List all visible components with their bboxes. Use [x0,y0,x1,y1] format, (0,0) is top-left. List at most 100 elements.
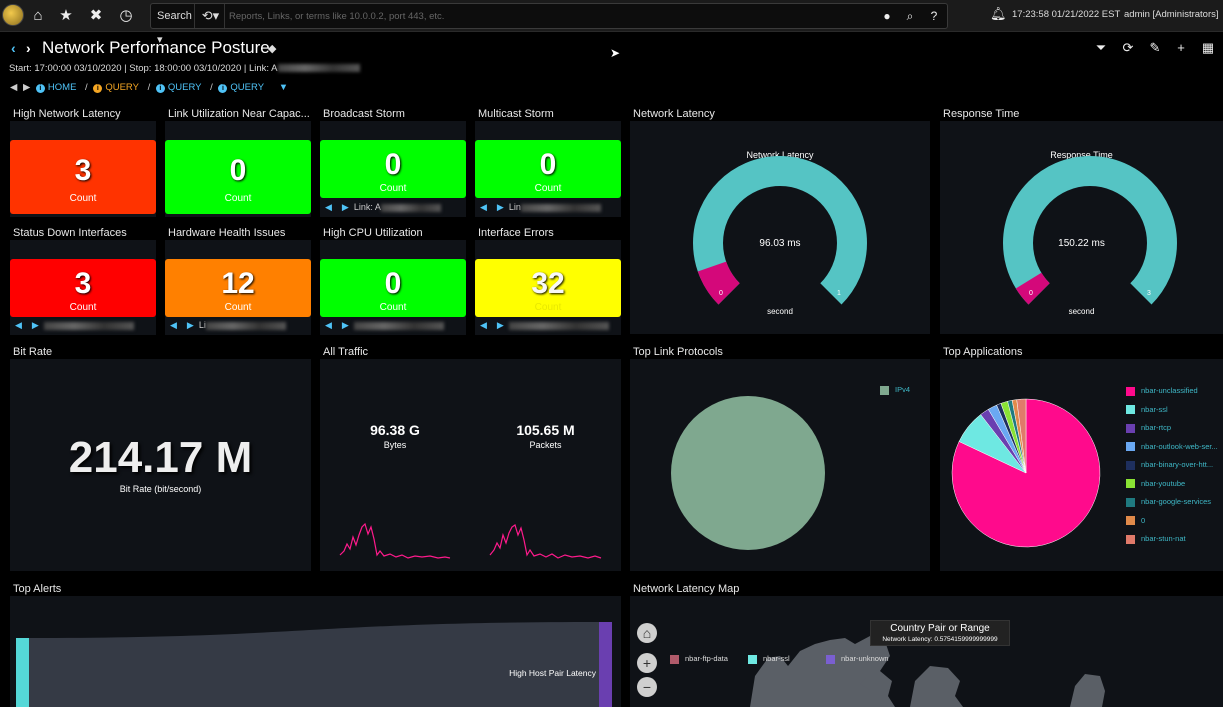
gauge-unit: second [1068,307,1095,316]
latency-map-panel[interactable]: ⌂ + − nbar-ftp-data nbar-ssl nbar-unknow… [630,596,1223,707]
top-alerts-panel[interactable]: High Host Pair Latency [10,596,621,707]
tile-title: Status Down Interfaces [13,227,127,239]
bit-rate-panel[interactable]: 214.17 M Bit Rate (bit/second) [10,359,311,571]
legend-item[interactable]: nbar-stun-nat [1126,534,1186,544]
pager-next-icon[interactable]: ▶ [186,320,194,330]
pager-next-icon[interactable]: ▶ [496,202,504,212]
map-legend-item[interactable]: nbar-ftp-data [670,654,728,664]
pager-prev-icon[interactable]: ◀ [170,320,177,330]
legend-item[interactable]: nbar-rtcp [1126,423,1171,433]
legend-item[interactable]: nbar-ssl [1126,405,1168,415]
search-dropdown-button[interactable]: Search ▾ [151,4,195,46]
filter-icon[interactable]: ⏷ [1095,40,1107,55]
metric-tile-link-utilization[interactable]: 0 Count [165,140,311,214]
legend-swatch [880,385,889,395]
pager-prev-icon[interactable]: ◀ [325,202,332,212]
breadcrumb-query-1[interactable]: i QUERY [93,82,142,93]
search-input[interactable] [229,6,869,26]
metric-tile-hardware-health[interactable]: 12 Count [165,259,311,317]
tile-label: Count [534,183,562,194]
search-bar: Search ▾ ⟲▾ ● ⌕ ? [150,3,948,46]
redacted-link [205,321,286,330]
metric-tile-interface-errors[interactable]: 32 Count [475,259,621,317]
pie-slice-ipv4[interactable] [671,396,825,550]
gauge-chart [1003,156,1177,305]
legend-item[interactable]: nbar-unclassified [1126,386,1198,396]
clock-icon[interactable]: ◷ [119,7,133,24]
pager-label: Li [198,320,206,330]
metric-tile-status-down[interactable]: 3 Count [10,259,156,317]
clock-text: 17:23:58 01/21/2022 EST [1012,9,1121,20]
bit-rate-label: Bit Rate (bit/second) [119,484,202,494]
legend-item[interactable]: 0 [1126,516,1145,526]
legend-label: IPv4 [895,385,911,394]
pin-icon[interactable]: ✎ [1149,40,1161,55]
metric-tile-broadcast-storm[interactable]: 0 Count [320,140,466,198]
breadcrumb-back-icon[interactable]: ◀ [10,82,18,93]
map-tooltip: Country Pair or Range Network Latency: 0… [870,620,1010,646]
pager-prev-icon[interactable]: ◀ [480,320,487,330]
map-legend-item[interactable]: nbar-ssl [748,654,790,664]
legend-item[interactable]: nbar-youtube [1126,479,1185,489]
help-icon[interactable]: ? [930,9,938,23]
pie-slice-nbar-stun-nat[interactable] [1016,398,1027,474]
all-traffic-panel[interactable]: 96.38 G Bytes 105.65 M Packets [320,359,621,571]
bytes-value: 96.38 G [370,422,420,438]
map-legend-item[interactable]: nbar-unknown [826,654,889,664]
app-logo[interactable] [2,4,24,26]
bytes-label: Bytes [383,440,407,450]
pager-next-icon[interactable]: ▶ [341,320,349,330]
legend-label: nbar-ftp-data [685,654,728,663]
star-icon[interactable]: ★ [59,7,73,24]
tools-icon[interactable]: ✖ [89,7,103,24]
tag-icon[interactable]: ◆ [268,43,277,55]
protocols-panel[interactable]: IPv4 [630,359,930,571]
search-icon[interactable]: ⌕ [906,9,914,23]
zoom-out-button[interactable]: − [637,677,657,697]
sankey-target-node[interactable] [599,622,612,707]
add-icon[interactable]: + [1177,40,1185,55]
bell-icon[interactable]: 🔔︎ [990,6,1007,21]
bytes-sparkline [339,522,451,559]
pager-next-icon[interactable]: ▶ [341,202,349,212]
legend-item[interactable]: nbar-outlook-web-ser... [1126,442,1218,452]
applications-pie-chart [951,398,1101,548]
pager-next-icon[interactable]: ▶ [31,320,39,330]
panel-title-network-latency-map: Network Latency Map [633,583,740,595]
gauge-panel-response-time[interactable]: Response Time 150.22 ms 0 3 second [940,121,1223,334]
calendar-icon[interactable]: ▦ [1201,40,1215,55]
applications-panel[interactable]: nbar-unclassified nbar-ssl nbar-rtcp nbar-o… [940,359,1223,571]
location-pin-icon[interactable]: ● [883,9,891,23]
redacted-link [43,321,134,330]
map-home-button[interactable]: ⌂ [637,623,657,643]
legend-swatch [1126,479,1135,489]
pager-prev-icon[interactable]: ◀ [480,202,487,212]
metric-tile-high-latency[interactable]: 3 Count [10,140,156,214]
legend-swatch [826,654,835,664]
tile-value: 3 [74,267,92,300]
zoom-in-button[interactable]: + [637,653,657,673]
metric-tile-high-cpu[interactable]: 0 Count [320,259,466,317]
breadcrumb-query-2[interactable]: i QUERY [155,82,205,93]
sankey-source-node[interactable] [16,638,29,707]
home-icon[interactable]: ⌂ [33,7,43,24]
breadcrumb-home[interactable]: i HOME [35,82,80,93]
back-arrow-icon[interactable]: ‹ [11,40,16,56]
breadcrumb-forward-icon[interactable]: ▶ [22,82,31,93]
tile-title: High CPU Utilization [323,227,423,239]
legend-item-ipv4[interactable]: IPv4 [880,385,910,395]
metric-tile-multicast-storm[interactable]: 0 Count [475,140,621,198]
breadcrumb-query-3[interactable]: i QUERY [218,82,267,93]
user-menu[interactable]: admin [Administrators] [1124,9,1219,20]
gauge-panel-network-latency[interactable]: Network Latency 96.03 ms 0 1 second [630,121,930,334]
breadcrumb-dropdown-icon[interactable]: ▼ [278,82,289,93]
legend-item[interactable]: nbar-binary-over-htt... [1126,460,1213,470]
pager-next-icon[interactable]: ▶ [496,320,504,330]
legend-item[interactable]: nbar-google-services [1126,497,1211,507]
pager-prev-icon[interactable]: ◀ [15,320,22,330]
tile-pager: ◀ ▶ Li [165,320,311,334]
forward-arrow-icon[interactable]: › [26,40,31,56]
history-dropdown-button[interactable]: ⟲▾ [197,4,225,28]
pager-prev-icon[interactable]: ◀ [325,320,332,330]
refresh-icon[interactable]: ⟳ [1122,40,1134,55]
